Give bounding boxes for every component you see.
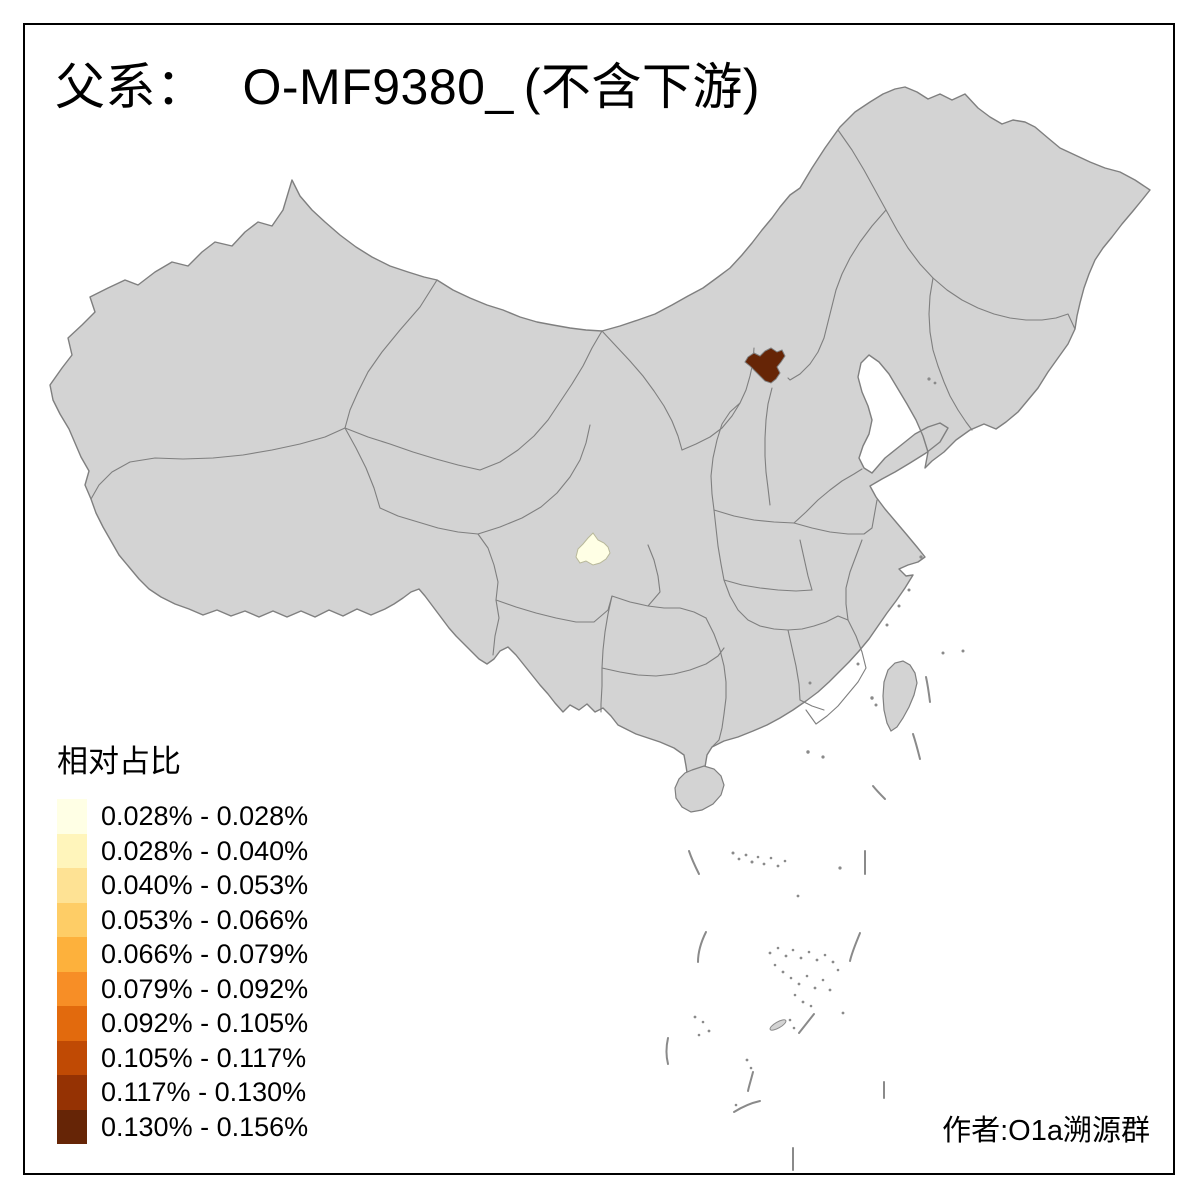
dark-brown-region <box>744 347 786 384</box>
legend-label: 0.066% - 0.079% <box>101 939 309 969</box>
legend-swatch <box>57 1075 87 1110</box>
title-haplogroup-prefix: 父系： <box>55 58 207 116</box>
legend-row: 0.066% - 0.079% <box>57 937 308 972</box>
legend-label: 0.092% - 0.105% <box>101 1008 309 1038</box>
author-credit: 作者:O1a溯源群 <box>942 1115 1150 1147</box>
reef-island <box>769 1019 787 1031</box>
title-haplogroup-code: O-MF9380_ <box>242 59 514 115</box>
legend-label: 0.079% - 0.092% <box>101 973 309 1004</box>
legend-row: 0.092% - 0.105% <box>57 1006 308 1041</box>
legend-label: 0.053% - 0.066% <box>101 904 309 935</box>
legend-label: 0.105% - 0.117% <box>101 1042 307 1073</box>
legend-row: 0.028% - 0.028% <box>57 799 308 834</box>
legend-label: 0.130% - 0.156% <box>101 1111 309 1142</box>
legend-swatch <box>57 937 87 972</box>
nine-dash-line <box>665 676 931 1171</box>
legend-swatch <box>57 868 87 903</box>
legend-title: 相对占比 <box>57 744 181 780</box>
legend-label: 0.040% - 0.053% <box>101 870 309 900</box>
taiwan-island <box>882 660 918 732</box>
mainland-landmass <box>49 86 1151 788</box>
sea-islands <box>693 377 965 1107</box>
legend-row: 0.079% - 0.092% <box>57 971 309 1006</box>
legend-swatch <box>57 799 87 834</box>
legend-row: 0.117% - 0.130% <box>57 1075 308 1110</box>
legend-swatch <box>57 833 87 868</box>
legend-swatch <box>57 902 87 937</box>
hainan-island <box>674 765 725 813</box>
legend-row: 0.040% - 0.053% <box>57 868 308 903</box>
pale-cream-region <box>575 532 611 566</box>
title-haplogroup-suffix: (不含下游) <box>523 59 761 115</box>
legend-swatch <box>57 1040 87 1075</box>
legend-swatch <box>57 971 87 1006</box>
legend-label: 0.117% - 0.130% <box>101 1077 307 1107</box>
legend: 相对占比 0.028% - 0.028% 0.028% - 0.040% 0.040… <box>57 741 308 1144</box>
chart-title: 父系： O-MF9380_ (不含下游) <box>55 56 760 118</box>
legend-row: 0.130% - 0.156% <box>57 1109 309 1144</box>
legend-swatch <box>57 1006 87 1041</box>
legend-label: 0.028% - 0.028% <box>101 801 309 831</box>
legend-rows: 0.028% - 0.028% 0.028% - 0.040% 0.040% - 0… <box>57 799 308 1144</box>
legend-row: 0.028% - 0.040% <box>57 833 309 868</box>
province-borders <box>90 129 1076 748</box>
legend-row: 0.053% - 0.066% <box>57 902 309 937</box>
legend-label: 0.028% - 0.040% <box>101 835 309 866</box>
legend-swatch <box>57 1109 87 1144</box>
legend-row: 0.105% - 0.117% <box>57 1040 308 1075</box>
